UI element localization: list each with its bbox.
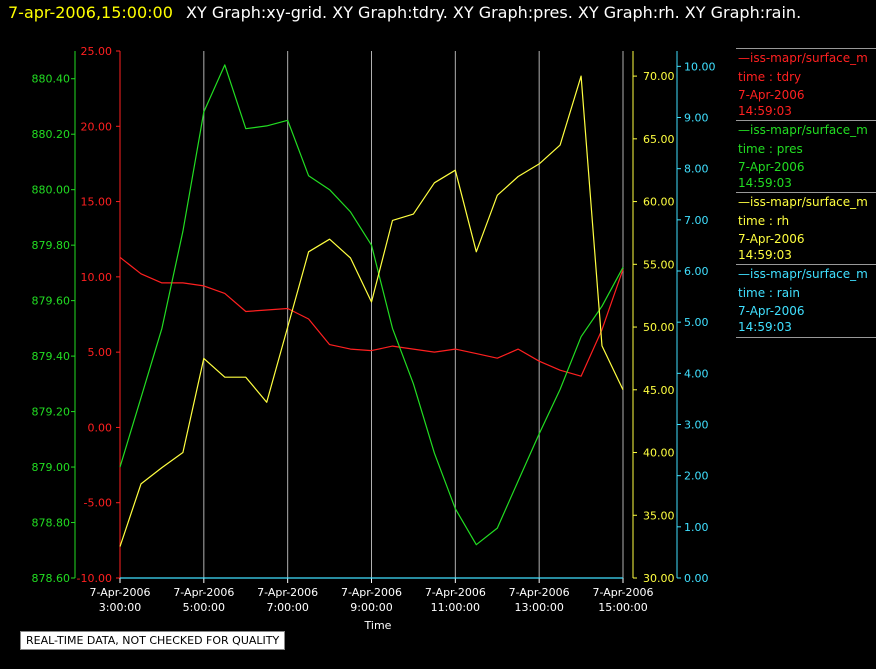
rain-tick-label: 5.00 xyxy=(684,316,709,329)
series-line-tdry xyxy=(119,256,624,377)
quality-disclaimer: REAL-TIME DATA, NOT CHECKED FOR QUALITY xyxy=(20,631,286,650)
tdry-tick-label: 15.00 xyxy=(81,196,113,209)
rh-tick-label: 55.00 xyxy=(643,258,675,271)
rain-tick-label: 2.00 xyxy=(684,470,709,483)
rain-tick-label: 10.00 xyxy=(684,60,716,73)
x-tick-label-date: 7-Apr-2006 xyxy=(89,586,150,599)
legend-time: 14:59:03 xyxy=(738,104,792,118)
series-line-pres xyxy=(119,64,624,546)
tdry-tick-label: 10.00 xyxy=(81,271,113,284)
legend-date: 7-Apr-2006 xyxy=(738,232,805,246)
rain-tick-label: 3.00 xyxy=(684,419,709,432)
rain-tick-label: 4.00 xyxy=(684,367,709,380)
rain-tick-label: 7.00 xyxy=(684,214,709,227)
pres-tick-label: 879.60 xyxy=(32,295,71,308)
legend-entry-rh[interactable]: —iss-mapr/surface_m time : rh 7-Apr-2006… xyxy=(736,192,876,264)
legend-date: 7-Apr-2006 xyxy=(738,304,805,318)
rain-tick-label: 0.00 xyxy=(684,572,709,585)
x-tick-label-time: 5:00:00 xyxy=(183,601,225,614)
legend-variable: time : rain xyxy=(738,286,801,300)
legend-variable: time : rh xyxy=(738,214,790,228)
x-tick-label-time: 9:00:00 xyxy=(350,601,392,614)
legend-time: 14:59:03 xyxy=(738,248,792,262)
legend-entry-tdry[interactable]: —iss-mapr/surface_m time : tdry 7-Apr-20… xyxy=(736,48,876,120)
pres-tick-label: 880.00 xyxy=(32,184,71,197)
pres-tick-label: 880.40 xyxy=(32,73,71,86)
rain-tick-label: 9.00 xyxy=(684,112,709,125)
graph-titles: XY Graph:xy-grid. XY Graph:tdry. XY Grap… xyxy=(186,3,802,22)
pres-tick-label: 879.20 xyxy=(32,406,71,419)
rh-tick-label: 40.00 xyxy=(643,447,675,460)
x-tick-label-date: 7-Apr-2006 xyxy=(425,586,486,599)
rh-tick-label: 35.00 xyxy=(643,509,675,522)
legend-separator xyxy=(736,48,876,49)
rh-tick-label: 70.00 xyxy=(643,70,675,83)
legend-dash: — xyxy=(738,51,750,65)
legend-dash: — xyxy=(738,195,750,209)
rh-tick-label: 65.00 xyxy=(643,133,675,146)
legend-separator xyxy=(736,192,876,193)
legend-dash: — xyxy=(738,267,750,281)
tdry-tick-label: 25.00 xyxy=(81,45,113,58)
pres-tick-label: 878.80 xyxy=(32,517,71,530)
rh-tick-label: 50.00 xyxy=(643,321,675,334)
legend-source: —iss-mapr/surface_m xyxy=(738,123,868,137)
legend-separator xyxy=(736,264,876,265)
legend-variable: time : tdry xyxy=(738,70,802,84)
legend-separator xyxy=(736,120,876,121)
tdry-tick-label: 0.00 xyxy=(88,421,113,434)
legend-time: 14:59:03 xyxy=(738,176,792,190)
rh-tick-label: 30.00 xyxy=(643,572,675,585)
legend-source: —iss-mapr/surface_m xyxy=(738,195,868,209)
legend: —iss-mapr/surface_m time : tdry 7-Apr-20… xyxy=(736,48,876,338)
rain-tick-label: 6.00 xyxy=(684,265,709,278)
rh-tick-label: 45.00 xyxy=(643,384,675,397)
pres-tick-label: 879.00 xyxy=(32,461,71,474)
tdry-tick-label: 20.00 xyxy=(81,120,113,133)
legend-source: —iss-mapr/surface_m xyxy=(738,267,868,281)
legend-date: 7-Apr-2006 xyxy=(738,88,805,102)
rain-tick-label: 8.00 xyxy=(684,163,709,176)
x-tick-label-time: 3:00:00 xyxy=(99,601,141,614)
legend-variable: time : pres xyxy=(738,142,803,156)
x-tick-label-date: 7-Apr-2006 xyxy=(509,586,570,599)
legend-time: 14:59:03 xyxy=(738,320,792,334)
x-tick-label-date: 7-Apr-2006 xyxy=(592,586,653,599)
x-tick-label-time: 15:00:00 xyxy=(598,601,647,614)
pres-tick-label: 879.40 xyxy=(32,350,71,363)
rh-tick-label: 60.00 xyxy=(643,196,675,209)
tdry-tick-label: 5.00 xyxy=(88,346,113,359)
x-tick-label-date: 7-Apr-2006 xyxy=(173,586,234,599)
graph-header: 7-apr-2006,15:00:00 XY Graph:xy-grid. XY… xyxy=(0,0,876,26)
x-tick-label-date: 7-Apr-2006 xyxy=(341,586,402,599)
timestamp-label: 7-apr-2006,15:00:00 xyxy=(8,3,173,22)
pres-tick-label: 879.80 xyxy=(32,239,71,252)
legend-separator xyxy=(736,337,876,338)
pres-tick-label: 878.60 xyxy=(32,572,71,585)
series-line-rh xyxy=(119,75,624,547)
rain-tick-label: 1.00 xyxy=(684,521,709,534)
pres-tick-label: 880.20 xyxy=(32,128,71,141)
legend-entry-pres[interactable]: —iss-mapr/surface_m time : pres 7-Apr-20… xyxy=(736,120,876,192)
x-axis-label: Time xyxy=(364,619,392,632)
legend-source: —iss-mapr/surface_m xyxy=(738,51,868,65)
x-tick-label-date: 7-Apr-2006 xyxy=(257,586,318,599)
tdry-tick-label: -5.00 xyxy=(84,497,112,510)
x-tick-label-time: 7:00:00 xyxy=(266,601,308,614)
legend-entry-rain[interactable]: —iss-mapr/surface_m time : rain 7-Apr-20… xyxy=(736,264,876,336)
tdry-tick-label: -10.00 xyxy=(77,572,112,585)
legend-dash: — xyxy=(738,123,750,137)
x-tick-label-time: 11:00:00 xyxy=(431,601,480,614)
x-tick-label-time: 13:00:00 xyxy=(514,601,563,614)
legend-date: 7-Apr-2006 xyxy=(738,160,805,174)
